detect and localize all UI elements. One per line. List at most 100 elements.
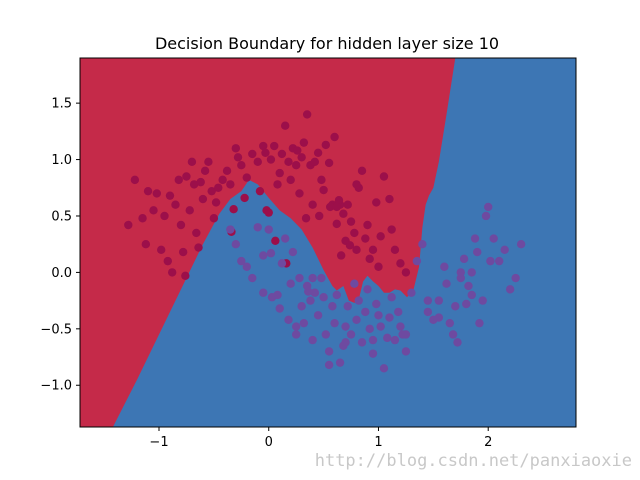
scatter-point-class-1 [459,254,469,264]
scatter-point-class-1 [478,296,487,305]
scatter-point-class-0 [374,262,383,271]
plot-area [79,57,577,428]
scatter-point-class-1 [308,335,317,345]
scatter-point-class-1 [361,307,370,317]
scatter-point-class-1 [379,364,389,373]
scatter-point-class-1 [237,256,246,266]
scatter-point-class-0 [284,157,293,167]
scatter-point-class-0 [261,148,270,157]
scatter-point-class-1 [335,358,345,367]
scatter-point-class-0 [207,186,216,196]
x-axis: −1 0 1 2 [149,427,492,450]
scatter-point-class-0 [350,228,359,238]
scatter-point-class-1 [383,333,392,343]
scatter-point-class-1 [291,330,301,339]
scatter-point-class-0 [281,121,290,130]
scatter-point-class-1 [321,330,331,339]
scatter-point-class-0 [345,241,355,250]
x-tick-label: 1 [374,435,382,450]
scatter-point-class-0 [319,185,328,195]
scatter-point-class-1 [505,285,515,294]
scatter-point-class-0 [200,166,210,176]
scatter-point-class-1 [467,290,476,300]
scatter-point-class-1 [489,234,498,243]
scatter-point-class-1 [341,338,350,347]
scatter-point-class-1 [304,287,313,296]
scatter-point-class-1 [376,322,385,331]
scatter-point-class-0 [229,205,238,214]
scatter-point-class-1 [363,285,372,294]
scatter-point-class-0 [233,153,243,162]
scatter-point-class-0 [332,219,341,229]
scatter-point-class-1 [297,302,306,311]
scatter-point-class-0 [368,245,378,255]
scatter-point-class-0 [198,194,208,204]
scatter-point-class-0 [149,206,158,215]
scatter-point-class-0 [379,172,389,181]
scatter-point-class-0 [376,232,385,241]
scatter-point-class-0 [160,211,169,221]
scatter-point-class-1 [494,256,504,266]
scatter-point-class-0 [317,175,326,185]
scatter-point-class-1 [354,296,363,305]
scatter-point-class-1 [456,268,465,277]
y-tick-label: 0.5 [51,209,72,224]
scatter-point-class-0 [286,175,295,185]
scatter-point-class-0 [138,214,147,223]
scatter-point-class-0 [308,200,317,209]
scatter-point-class-1 [330,318,339,328]
scatter-point-class-1 [412,256,422,266]
scatter-point-class-0 [209,214,219,223]
scatter-point-class-0 [336,251,346,260]
scatter-point-class-0 [189,180,199,189]
scatter-point-class-0 [167,268,177,277]
scatter-point-class-1 [259,288,268,297]
scatter-point-class-1 [295,273,304,283]
decision-region-class-0 [80,58,456,427]
scatter-point-class-0 [178,247,188,257]
scatter-point-class-0 [270,141,279,151]
scatter-point-class-1 [275,304,284,313]
scatter-point-class-1 [264,225,273,234]
scatter-point-class-1 [394,307,403,317]
scatter-point-class-1 [226,225,235,234]
scatter-point-class-0 [253,157,262,167]
scatter-point-class-1 [319,293,328,302]
scatter-point-class-0 [204,157,213,167]
scatter-point-class-0 [185,206,194,215]
scatter-point-class-1 [396,322,405,331]
scatter-point-class-0 [192,228,201,238]
scatter-point-class-1 [288,247,298,257]
scatter-point-class-0 [277,149,287,159]
scatter-point-class-1 [341,322,350,331]
scatter-point-class-1 [357,338,367,347]
scatter-point-class-1 [462,299,471,309]
scatter-point-class-0 [143,186,153,196]
scatter-point-class-1 [442,279,451,288]
scatter-point-class-0 [301,214,311,223]
scatter-point-class-1 [475,318,484,328]
scatter-point-class-0 [165,191,175,200]
scatter-point-class-0 [346,217,356,226]
scatter-point-class-0 [302,110,312,119]
scatter-point-class-0 [365,254,374,264]
plot-frame [79,57,577,428]
scatter-point-class-0 [401,268,411,277]
scatter-point-class-1 [500,245,509,255]
scatter-point-class-0 [299,138,309,147]
scatter-point-class-0 [297,153,306,162]
scatter-point-class-0 [218,175,227,185]
scatter-point-class-1 [368,349,378,358]
scatter-point-class-0 [343,200,352,209]
scatter-point-class-1 [317,273,326,283]
x-tick-label: 0 [265,435,273,450]
scatter-point-class-1 [306,296,315,305]
scatter-point-class-0 [324,158,334,168]
scatter-point-class-1 [266,249,276,258]
scatter-point-class-1 [387,293,396,302]
scatter-point-class-0 [266,155,276,164]
scatter-point-class-1 [365,324,374,334]
scatter-point-class-0 [295,189,304,198]
y-tick-label: 1.5 [51,97,72,112]
scatter-point-class-0 [273,180,282,189]
